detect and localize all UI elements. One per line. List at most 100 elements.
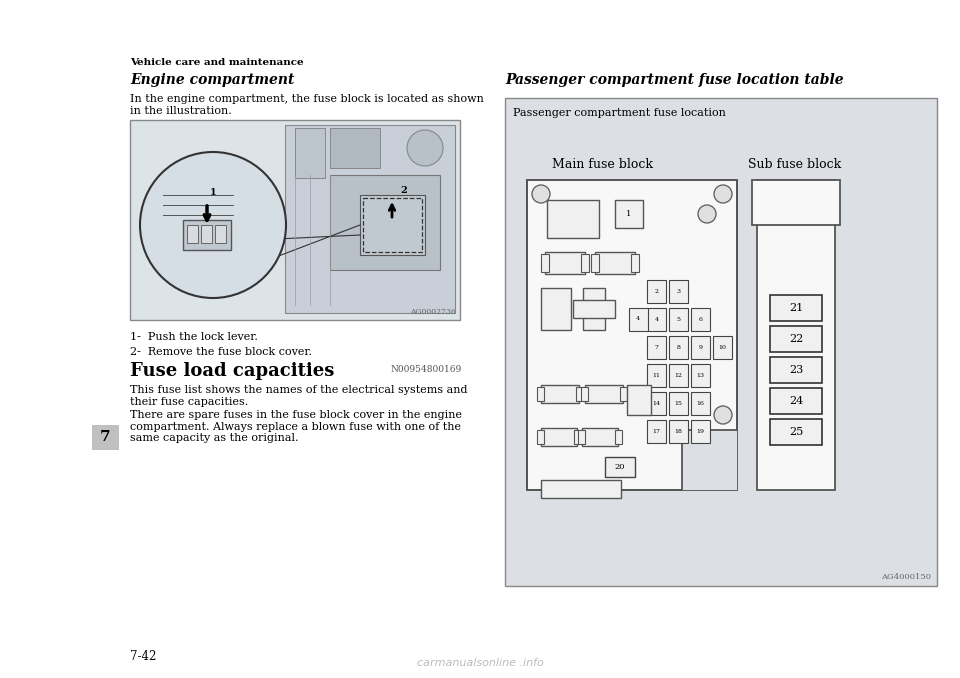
Text: 2: 2 — [400, 186, 407, 195]
Bar — [669, 420, 688, 443]
Bar — [631, 254, 639, 272]
Bar — [330, 128, 380, 168]
Text: 19: 19 — [697, 429, 705, 434]
Text: 22: 22 — [789, 334, 804, 344]
Bar — [582, 428, 618, 446]
Text: 7: 7 — [655, 345, 659, 350]
Bar — [647, 392, 666, 415]
Text: 7-42: 7-42 — [130, 650, 156, 663]
Bar — [581, 254, 589, 272]
Bar — [285, 125, 455, 313]
Bar — [215, 225, 226, 243]
Bar — [647, 420, 666, 443]
Text: 2: 2 — [655, 289, 659, 294]
Bar — [615, 430, 622, 444]
Text: This fuse list shows the names of the electrical systems and
their fuse capaciti: This fuse list shows the names of the el… — [130, 385, 468, 407]
Bar — [537, 387, 544, 401]
Bar — [647, 364, 666, 387]
Text: 23: 23 — [789, 365, 804, 375]
Text: Passenger compartment fuse location table: Passenger compartment fuse location tabl… — [505, 73, 844, 87]
Bar — [691, 308, 710, 331]
Text: Fuse load capacities: Fuse load capacities — [130, 362, 334, 380]
Bar — [505, 98, 937, 586]
Bar — [669, 336, 688, 359]
Bar — [578, 430, 585, 444]
Bar — [629, 308, 648, 331]
Bar — [574, 430, 581, 444]
Bar — [360, 195, 425, 255]
Bar — [130, 120, 460, 320]
Bar — [573, 300, 615, 318]
Bar — [201, 225, 212, 243]
Bar — [183, 220, 231, 250]
Bar — [541, 254, 549, 272]
Text: 16: 16 — [697, 401, 705, 406]
Text: Main fuse block: Main fuse block — [551, 158, 653, 171]
Bar — [541, 288, 571, 330]
Bar — [647, 336, 666, 359]
Bar — [547, 200, 599, 238]
Bar — [669, 364, 688, 387]
Bar — [620, 387, 627, 401]
Text: Vehicle care and maintenance: Vehicle care and maintenance — [130, 58, 303, 67]
Bar — [585, 385, 623, 403]
Text: 13: 13 — [697, 373, 705, 378]
Circle shape — [407, 130, 443, 166]
Bar — [541, 428, 577, 446]
Text: 1: 1 — [626, 210, 632, 218]
Circle shape — [532, 185, 550, 203]
Text: 17: 17 — [653, 429, 660, 434]
Text: 2-  Remove the fuse block cover.: 2- Remove the fuse block cover. — [130, 347, 312, 357]
Text: AG0002736: AG0002736 — [410, 308, 456, 316]
Bar — [691, 364, 710, 387]
Text: There are spare fuses in the fuse block cover in the engine
compartment. Always : There are spare fuses in the fuse block … — [130, 410, 462, 443]
Bar — [691, 420, 710, 443]
Bar — [757, 180, 835, 490]
Text: carmanualsonline .info: carmanualsonline .info — [417, 658, 543, 668]
Text: 4: 4 — [655, 317, 659, 322]
Bar — [669, 280, 688, 303]
Bar — [541, 480, 621, 498]
Bar — [581, 387, 588, 401]
Circle shape — [714, 406, 732, 424]
Bar — [537, 430, 544, 444]
Bar — [770, 388, 822, 414]
Circle shape — [140, 152, 286, 298]
Text: 11: 11 — [653, 373, 660, 378]
Bar — [647, 280, 666, 303]
Text: 12: 12 — [675, 373, 683, 378]
Text: 14: 14 — [653, 401, 660, 406]
Circle shape — [698, 205, 716, 223]
Text: 18: 18 — [675, 429, 683, 434]
Bar — [669, 392, 688, 415]
Text: 6: 6 — [699, 317, 703, 322]
Bar — [595, 252, 635, 274]
Bar — [605, 457, 635, 477]
Circle shape — [714, 185, 732, 203]
Bar — [691, 336, 710, 359]
Bar — [615, 200, 643, 228]
Text: 21: 21 — [789, 303, 804, 313]
Bar — [770, 326, 822, 352]
Text: Sub fuse block: Sub fuse block — [749, 158, 842, 171]
Text: 1-  Push the lock lever.: 1- Push the lock lever. — [130, 332, 258, 342]
Bar — [527, 180, 737, 490]
Text: 24: 24 — [789, 396, 804, 406]
Bar — [713, 336, 732, 359]
Bar — [669, 308, 688, 331]
Text: In the engine compartment, the fuse block is located as shown
in the illustratio: In the engine compartment, the fuse bloc… — [130, 94, 484, 116]
Text: N00954800169: N00954800169 — [391, 365, 462, 374]
Bar — [770, 295, 822, 321]
Bar — [583, 288, 605, 330]
Text: 7: 7 — [100, 430, 110, 444]
Text: 9: 9 — [699, 345, 703, 350]
Bar — [770, 357, 822, 383]
Bar — [752, 180, 840, 225]
Text: 5: 5 — [677, 317, 681, 322]
Bar — [647, 308, 666, 331]
Text: Engine compartment: Engine compartment — [130, 73, 295, 87]
Bar — [576, 387, 583, 401]
Bar — [187, 225, 198, 243]
Text: AG4000150: AG4000150 — [881, 573, 931, 581]
Text: Passenger compartment fuse location: Passenger compartment fuse location — [513, 108, 726, 118]
